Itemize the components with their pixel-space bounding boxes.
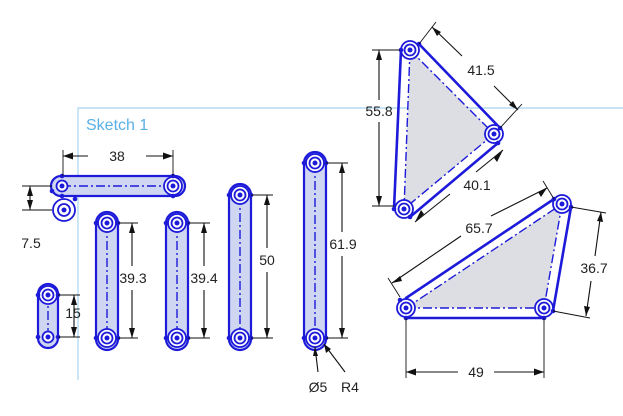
dim-41-5[interactable]: 41.5 bbox=[418, 21, 523, 129]
slot-horizontal[interactable] bbox=[49, 173, 187, 199]
dim-65-7[interactable]: 65.7 bbox=[387, 180, 555, 298]
dim-50[interactable]: 50 bbox=[251, 194, 275, 339]
dim-39-4[interactable]: 39.4 bbox=[188, 222, 218, 339]
slot-39-4[interactable] bbox=[163, 210, 191, 352]
dim-49-label: 49 bbox=[468, 364, 484, 380]
sketch-label[interactable]: Sketch 1 bbox=[86, 117, 149, 134]
slot-50[interactable] bbox=[226, 182, 254, 352]
slot-small[interactable] bbox=[35, 282, 61, 350]
dim-radius[interactable]: R4 bbox=[323, 343, 359, 395]
dim-49[interactable]: 49 bbox=[405, 318, 545, 380]
triangle-profile[interactable] bbox=[391, 40, 504, 220]
dim-38-label: 38 bbox=[109, 148, 125, 164]
anchor-point[interactable] bbox=[49, 188, 78, 222]
dim-40-1-label: 40.1 bbox=[463, 177, 490, 193]
dim-41-5-label: 41.5 bbox=[467, 62, 494, 78]
dim-radius-label: R4 bbox=[341, 379, 359, 395]
dim-50-label: 50 bbox=[259, 252, 275, 268]
dim-39-4-label: 39.4 bbox=[190, 270, 217, 286]
slot-39-3[interactable] bbox=[93, 210, 121, 352]
dim-61-9-label: 61.9 bbox=[329, 236, 356, 252]
dim-39-3-label: 39.3 bbox=[119, 270, 146, 286]
trapezoid-profile[interactable] bbox=[396, 194, 574, 321]
dim-39-3[interactable]: 39.3 bbox=[118, 222, 147, 339]
dim-36-7-label: 36.7 bbox=[580, 260, 607, 276]
dim-diameter[interactable]: Ø5 bbox=[309, 346, 328, 395]
dim-38[interactable]: 38 bbox=[62, 148, 174, 176]
dim-65-7-label: 65.7 bbox=[465, 220, 492, 236]
dim-55-8-label: 55.8 bbox=[365, 103, 392, 119]
dim-40-1[interactable]: 40.1 bbox=[414, 149, 504, 223]
dim-diameter-label: Ø5 bbox=[309, 379, 328, 395]
dim-7-5[interactable]: 7.5 bbox=[21, 185, 52, 251]
dim-36-7[interactable]: 36.7 bbox=[552, 206, 608, 319]
dim-15-label: 15 bbox=[65, 305, 81, 321]
dim-61-9[interactable]: 61.9 bbox=[326, 162, 357, 339]
slot-61-9[interactable] bbox=[301, 150, 329, 352]
dim-55-8[interactable]: 55.8 bbox=[365, 49, 400, 207]
dim-7-5-label: 7.5 bbox=[21, 235, 41, 251]
dim-15[interactable]: 15 bbox=[58, 294, 81, 338]
